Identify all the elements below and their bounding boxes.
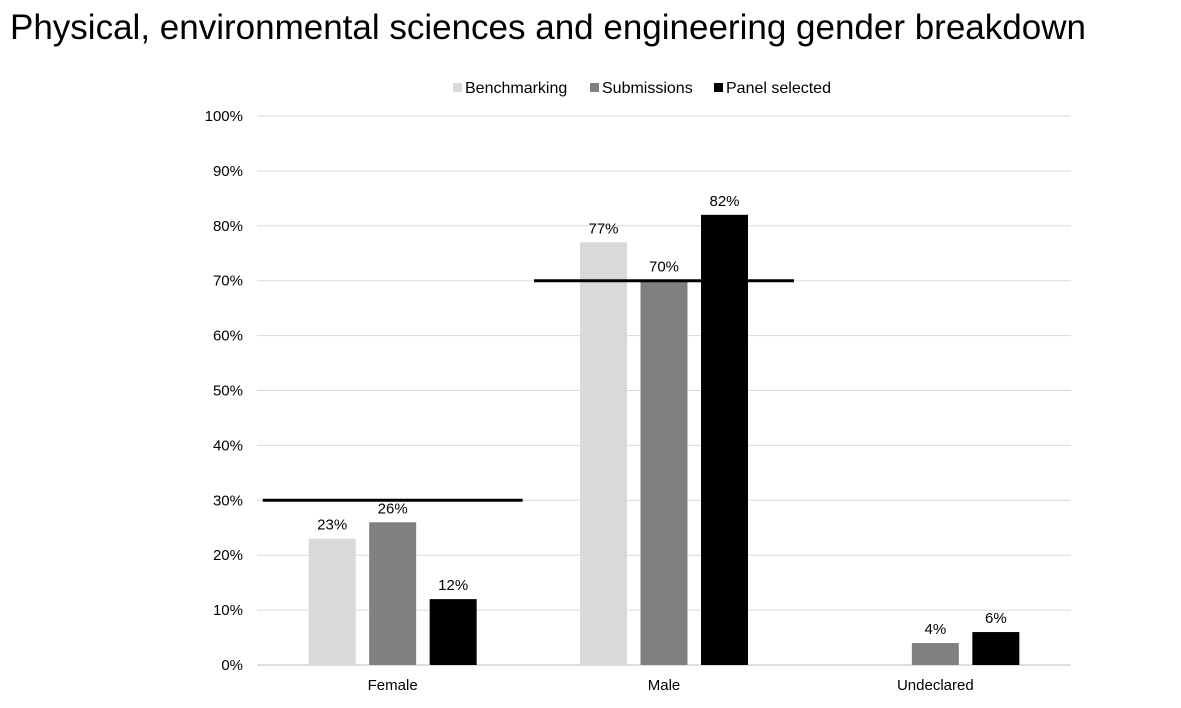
y-tick-label: 0%	[221, 657, 243, 674]
data-label: 6%	[985, 610, 1007, 627]
data-label: 12%	[438, 577, 468, 594]
bar-benchmarking-female	[308, 538, 356, 665]
legend-swatch-submissions	[590, 83, 599, 92]
y-tick-label: 50%	[213, 383, 243, 400]
data-label: 82%	[709, 193, 739, 210]
data-label: 70%	[649, 259, 679, 276]
bar-submissions-female	[369, 522, 417, 665]
legend: Benchmarking Submissions Panel selected	[453, 80, 831, 97]
y-tick-label: 40%	[213, 437, 243, 454]
y-tick-label: 60%	[213, 328, 243, 345]
y-tick-label: 90%	[213, 163, 243, 180]
y-axis-ticks: 0% 10% 20% 30% 40% 50% 60% 70% 80% 90% 100%	[205, 108, 243, 674]
bar-panel-selected-female	[429, 599, 477, 665]
bar-submissions-male	[640, 280, 688, 665]
legend-label: Submissions	[602, 80, 693, 97]
x-category-label: Undeclared	[897, 677, 974, 694]
bar-benchmarking-male	[580, 242, 627, 665]
bar-panel-selected-male	[701, 214, 748, 665]
legend-swatch-benchmarking	[453, 83, 462, 92]
y-tick-label: 100%	[205, 108, 243, 125]
data-label: 23%	[317, 517, 347, 534]
data-label: 26%	[378, 500, 408, 517]
y-tick-label: 10%	[213, 602, 243, 619]
reference-lines	[262, 279, 794, 502]
bar-panel-selected-undeclared	[972, 632, 1020, 665]
bar-submissions-undeclared	[911, 643, 959, 665]
y-tick-label: 70%	[213, 273, 243, 290]
y-tick-label: 30%	[213, 492, 243, 509]
bars	[308, 214, 1020, 665]
data-labels: 23% 26% 12% 77% 70% 82% 4% 6%	[317, 193, 1007, 638]
chart-title: Physical, environmental sciences and eng…	[10, 8, 1086, 47]
legend-label: Panel selected	[726, 80, 831, 97]
legend-swatch-panel-selected	[714, 83, 723, 92]
data-label: 4%	[924, 621, 946, 638]
y-tick-label: 80%	[213, 218, 243, 235]
x-category-label: Male	[648, 677, 681, 694]
legend-label: Benchmarking	[465, 80, 567, 97]
data-label: 77%	[588, 220, 618, 237]
x-axis-labels: Female Male Undeclared	[368, 677, 974, 694]
x-category-label: Female	[368, 677, 418, 694]
y-tick-label: 20%	[213, 547, 243, 564]
